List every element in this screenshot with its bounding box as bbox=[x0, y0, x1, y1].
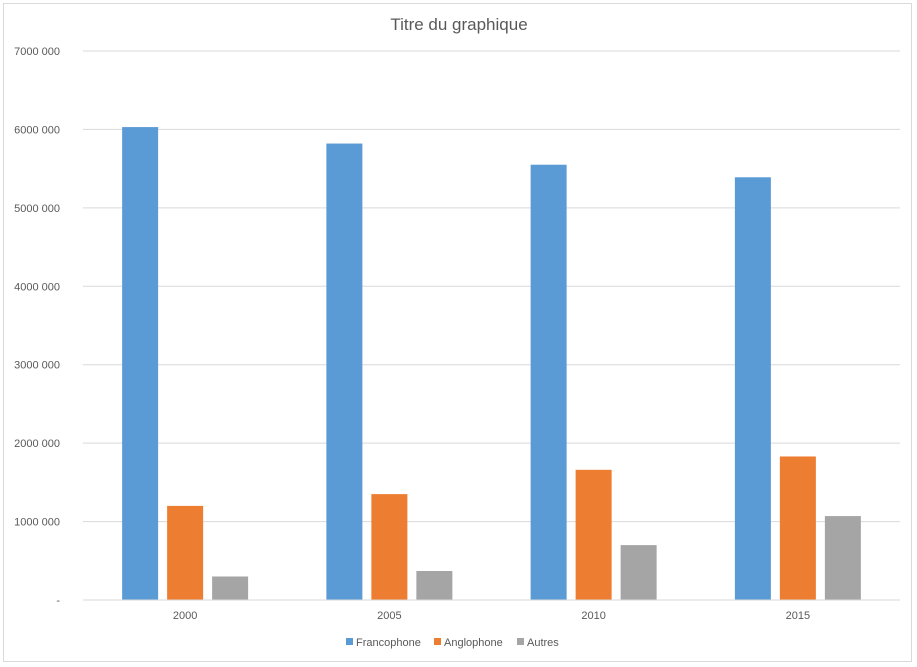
y-tick-label: 7000 000 bbox=[14, 46, 60, 58]
legend-swatch bbox=[517, 638, 524, 645]
y-axis-ticks: - 1000 000 2000 000 3000 000 4000 000 5000 00… bbox=[14, 46, 60, 607]
bar-anglophone-2005 bbox=[371, 494, 408, 600]
x-tick-label: 2015 bbox=[786, 610, 810, 622]
x-axis: 2000 2005 2010 2015 bbox=[83, 599, 900, 622]
x-tick-label: 2005 bbox=[377, 610, 401, 622]
bar-autres-2010 bbox=[620, 545, 657, 600]
bar-francophone-2015 bbox=[734, 177, 771, 600]
y-tick-label: 6000 000 bbox=[14, 124, 60, 136]
bar-autres-2005 bbox=[416, 570, 453, 600]
bar-francophone-2010 bbox=[530, 164, 567, 600]
legend-label: Anglophone bbox=[444, 637, 503, 649]
bar-anglophone-2010 bbox=[575, 469, 612, 600]
legend-swatch bbox=[434, 638, 441, 645]
y-tick-label: 3000 000 bbox=[14, 360, 60, 372]
bar-francophone-2000 bbox=[122, 127, 159, 600]
legend: Francophone Anglophone Autres bbox=[346, 637, 559, 649]
legend-swatch bbox=[346, 638, 353, 645]
x-tick-label: 2010 bbox=[581, 610, 605, 622]
bar-autres-2015 bbox=[824, 516, 861, 600]
y-tick-label: 1000 000 bbox=[14, 517, 60, 529]
chart-title: Titre du graphique bbox=[390, 15, 527, 34]
legend-label: Autres bbox=[527, 637, 559, 649]
bar-anglophone-2015 bbox=[779, 456, 816, 600]
gridlines bbox=[83, 50, 900, 523]
y-tick-label: 2000 000 bbox=[14, 438, 60, 450]
bars bbox=[122, 127, 861, 600]
bar-anglophone-2000 bbox=[167, 505, 204, 600]
bar-autres-2000 bbox=[212, 576, 249, 600]
bar-francophone-2005 bbox=[326, 143, 363, 600]
y-tick-label: 4000 000 bbox=[14, 281, 60, 293]
y-tick-label: - bbox=[56, 595, 60, 607]
legend-label: Francophone bbox=[356, 637, 421, 649]
x-tick-label: 2000 bbox=[173, 610, 197, 622]
y-tick-label: 5000 000 bbox=[14, 203, 60, 215]
